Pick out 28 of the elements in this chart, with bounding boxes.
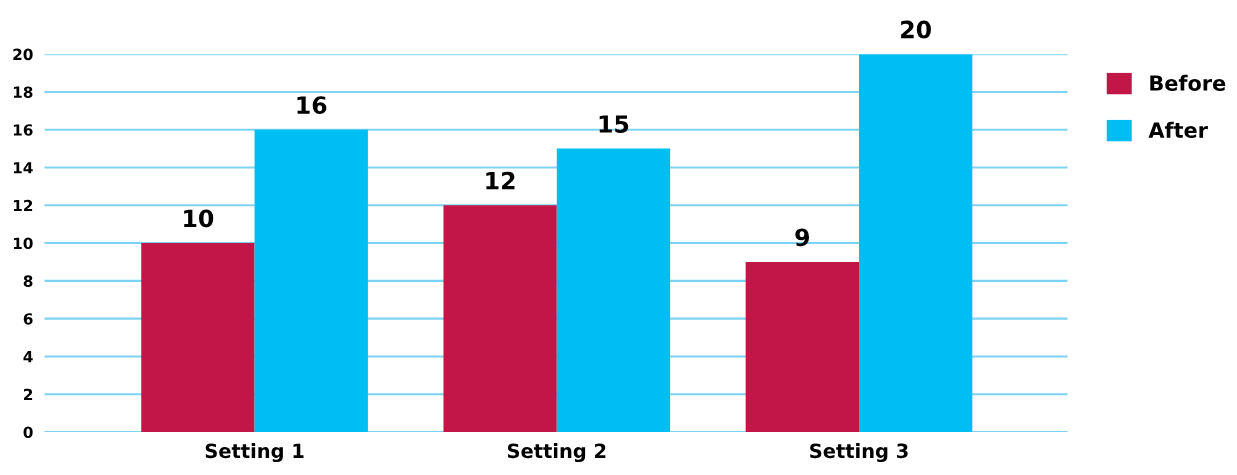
x-tick-label: Setting 3 (810, 443, 908, 463)
data-label: 15 (599, 115, 629, 133)
bar (859, 54, 973, 433)
legend-label: Before (1150, 74, 1226, 91)
x-tick-label: Setting 1 (205, 443, 304, 463)
y-tick-label: 6 (23, 313, 33, 325)
y-tick-label: 10 (13, 237, 33, 250)
y-tick-label: 20 (13, 48, 33, 61)
bar (745, 261, 859, 433)
y-tick-label: 8 (23, 275, 33, 287)
y-tick-label: 2 (24, 388, 33, 401)
y-tick-label: 18 (13, 86, 33, 98)
data-label: 16 (297, 96, 327, 115)
y-tick-label: 12 (13, 199, 33, 212)
data-label: 20 (901, 20, 931, 39)
bar (556, 148, 671, 433)
x-tick-label: Setting 2 (507, 443, 606, 463)
legend-label: After (1148, 121, 1208, 138)
y-tick-label: 4 (23, 351, 33, 363)
data-label: 9 (795, 228, 810, 247)
y-tick-label: 14 (13, 162, 33, 174)
data-label: 10 (184, 209, 214, 228)
y-tick-label: 16 (13, 124, 33, 136)
bar (443, 205, 557, 433)
bar (254, 129, 368, 433)
bar (141, 243, 255, 433)
data-label: 12 (486, 171, 515, 190)
y-tick-label: 0 (23, 426, 33, 439)
